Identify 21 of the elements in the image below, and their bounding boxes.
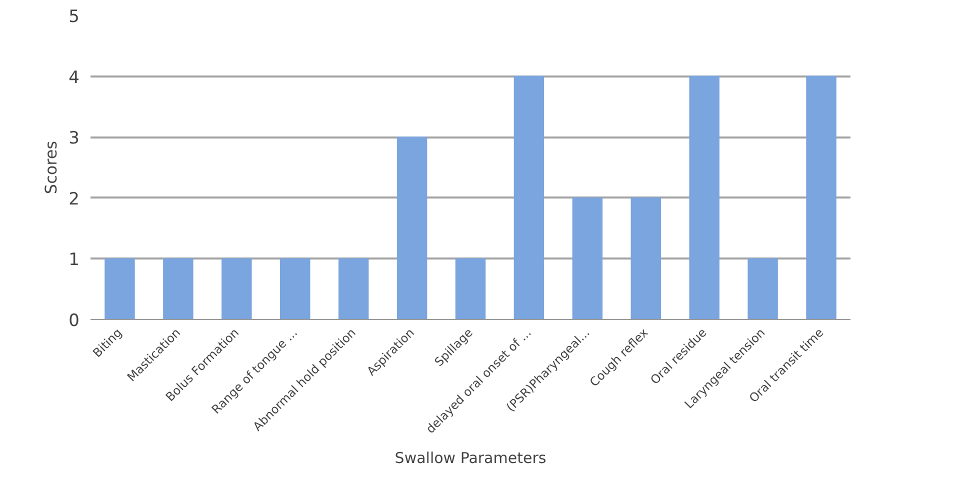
y-tick-label: 5 <box>68 7 80 27</box>
y-tick-label: 2 <box>68 189 80 210</box>
y-tick-label: 3 <box>68 128 80 149</box>
bar <box>806 76 836 320</box>
bar <box>572 197 603 320</box>
bar <box>514 76 544 320</box>
bar <box>455 258 486 320</box>
bar <box>163 258 194 320</box>
y-tick-label: 1 <box>68 250 80 270</box>
bar <box>338 258 369 320</box>
y-axis-title: Scores <box>42 140 61 194</box>
x-axis-title: Swallow Parameters <box>394 449 546 468</box>
bar <box>222 258 252 320</box>
bar <box>748 258 778 320</box>
bar <box>280 258 310 320</box>
bar <box>689 76 720 320</box>
bar <box>630 197 661 320</box>
bar <box>104 258 135 320</box>
bar <box>396 136 428 320</box>
y-tick-label: 4 <box>68 68 80 88</box>
y-tick-label: 0 <box>68 311 80 331</box>
